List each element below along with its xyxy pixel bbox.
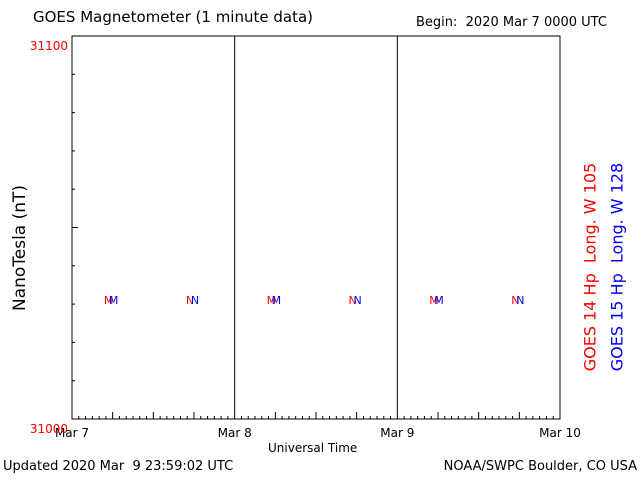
local-time-marker: M	[267, 294, 277, 307]
local-time-marker: M	[104, 294, 114, 307]
plot-frame	[71, 35, 561, 420]
x-tick-label: Mar 8	[218, 426, 252, 440]
x-tick-label: Mar 9	[380, 426, 414, 440]
y-tick-label: 31100	[30, 39, 68, 53]
local-time-marker: N	[191, 294, 199, 307]
updated-timestamp: Updated 2020 Mar 9 23:59:02 UTC	[3, 459, 234, 474]
local-time-marker: N	[511, 294, 519, 307]
x-axis-label: Universal Time	[268, 441, 358, 455]
local-time-marker: M	[272, 294, 282, 307]
x-tick-label: Mar 10	[539, 426, 581, 440]
local-time-marker: M	[429, 294, 439, 307]
local-time-marker: M	[109, 294, 119, 307]
credit-text: NOAA/SWPC Boulder, CO USA	[443, 459, 637, 474]
local-time-marker: N	[516, 294, 524, 307]
x-tick-label: Mar 7	[55, 426, 89, 440]
y-tick-label: 31000	[30, 422, 68, 436]
local-time-marker: N	[186, 294, 194, 307]
begin-time: Begin: 2020 Mar 7 0000 UTC	[416, 15, 607, 30]
local-time-marker: N	[354, 294, 362, 307]
local-time-marker: M	[434, 294, 444, 307]
local-time-marker: N	[349, 294, 357, 307]
chart-title: GOES Magnetometer (1 minute data)	[33, 8, 314, 26]
